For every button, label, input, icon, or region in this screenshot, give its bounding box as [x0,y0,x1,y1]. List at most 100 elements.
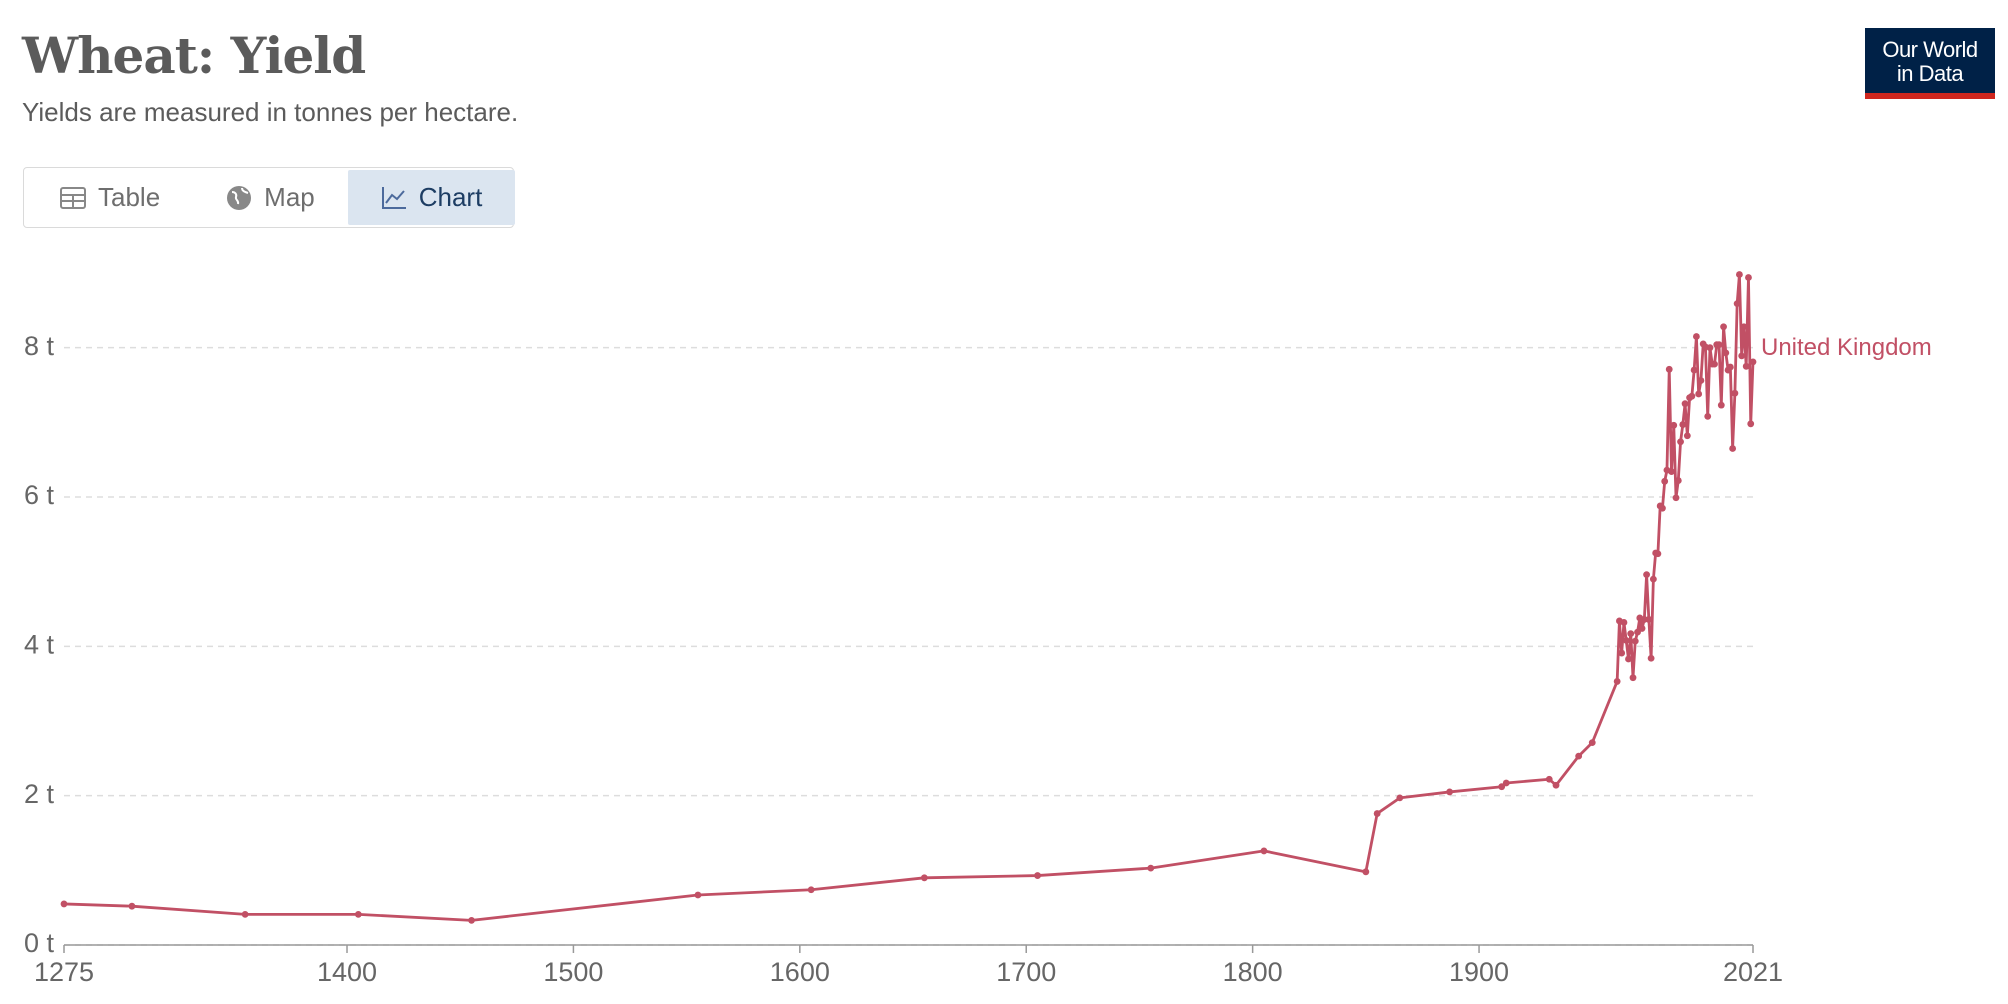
data-point [1545,775,1553,783]
data-point [807,886,815,894]
chart-icon [381,186,406,209]
data-point [1679,421,1687,428]
data-point [128,902,136,910]
data-point [1502,779,1510,787]
data-point [1618,649,1626,657]
x-tick-label: 2021 [1723,957,1783,987]
x-tick-label: 1400 [317,957,377,987]
data-point [1747,420,1755,428]
data-point [1670,421,1678,429]
y-tick-label: 0 t [24,928,55,958]
data-point [1711,360,1718,368]
data-point [1674,477,1682,484]
data-point [1373,810,1381,817]
data-point [1649,575,1657,583]
data-point [1695,390,1703,398]
y-tick-label: 6 t [24,480,55,510]
data-point [1722,349,1730,357]
data-point [1498,783,1506,791]
data-point [1647,654,1655,662]
data-point [1729,445,1737,452]
data-point [1638,625,1646,632]
tab-label: Chart [418,182,483,212]
logo[interactable]: Our World in Data [1865,28,1995,99]
data-point [1733,300,1741,308]
data-point [1717,401,1725,409]
data-point [1661,477,1669,485]
table-tab[interactable]: Table [27,170,193,225]
series-label: United Kingdom [1761,334,1932,361]
data-point [1736,271,1743,278]
globe-icon [227,185,252,210]
data-point [1672,494,1680,502]
data-point [1625,655,1632,663]
data-point [1697,377,1705,384]
y-tick-label: 4 t [24,629,55,659]
data-point [1731,389,1739,397]
tab-label: Map [264,182,315,212]
data-point [1446,788,1454,796]
data-point [60,900,68,908]
data-point [1668,468,1675,476]
data-point [1634,628,1641,636]
data-point [354,910,362,918]
tab-label: Table [98,182,161,212]
data-point [1704,412,1712,420]
data-point [241,910,249,918]
data-point [1665,365,1673,373]
data-point [1688,392,1696,400]
y-tick-label: 2 t [24,779,55,809]
x-tick-label: 1700 [996,957,1056,987]
data-point [1749,358,1757,366]
x-tick-label: 1900 [1449,957,1509,987]
data-point [1654,550,1662,558]
logo-line: in Data [1896,61,1964,86]
data-point [1745,274,1752,281]
logo-line: Our World [1882,37,1978,62]
title: Wheat: Yield [22,26,366,85]
y-tick-label: 8 t [24,331,55,361]
table-icon [60,186,86,209]
x-tick-label: 1600 [770,957,830,987]
data-point [1645,616,1653,623]
data-point [1742,362,1750,370]
data-point [1683,432,1691,440]
data-point [920,874,928,882]
data-point [1681,400,1689,408]
map-tab[interactable]: Map [193,170,348,225]
x-tick-label: 1500 [543,957,603,987]
data-point [1620,619,1628,626]
data-point [1552,781,1560,789]
data-point [1706,344,1714,352]
data-point [1622,636,1630,644]
data-point [1629,674,1637,682]
data-point [1659,504,1666,512]
data-point [1692,333,1700,340]
data-point [1362,868,1370,876]
data-point [1738,352,1746,360]
data-point [1034,872,1041,879]
data-point [1715,341,1723,349]
data-point [1643,571,1650,579]
data-point [1631,637,1639,645]
data-point [1147,864,1155,872]
chart-tab[interactable]: Chart [347,170,516,225]
x-tick-label: 1275 [34,957,94,987]
data-point [1720,323,1727,331]
data-point [1396,794,1404,802]
data-point [694,891,702,899]
data-point [1627,630,1635,638]
data-point [1588,739,1596,747]
x-tick-label: 1800 [1223,957,1283,987]
data-point [1677,438,1684,446]
data-point [1740,323,1748,331]
data-point [1690,366,1698,374]
subtitle: Yields are measured in tonnes per hectar… [22,97,519,127]
data-point [468,916,475,924]
data-point [1726,363,1734,371]
data-point [1613,678,1621,685]
data-point [1575,752,1583,760]
data-point [1260,847,1268,855]
